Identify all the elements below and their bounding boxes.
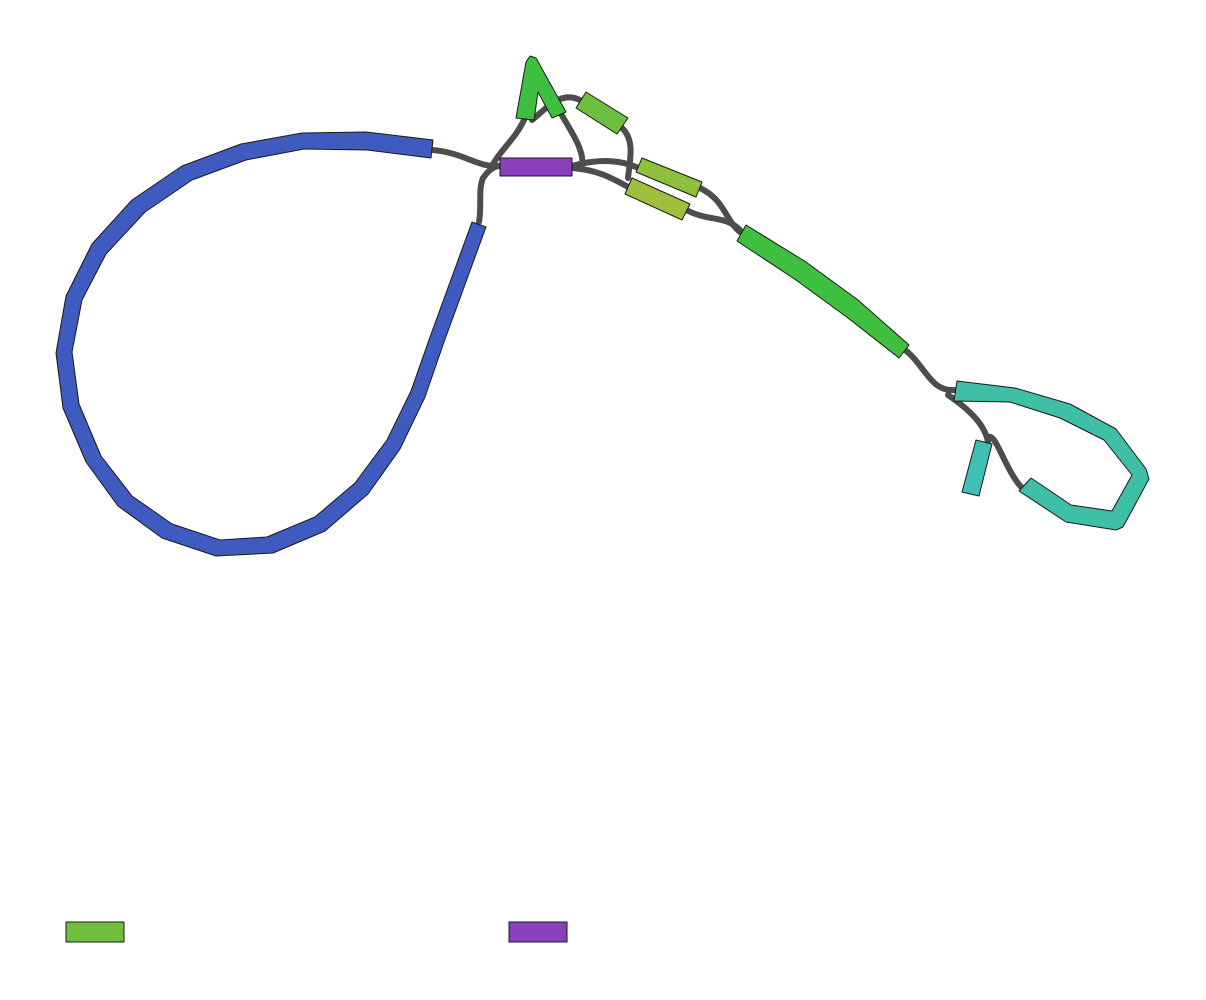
- links: [430, 94, 1025, 491]
- segment-lime: [575, 91, 629, 135]
- segment-teal-loop: [953, 380, 1150, 531]
- segments: [55, 55, 1150, 557]
- legend: [65, 921, 568, 943]
- link-green-to-teal: [902, 347, 958, 394]
- link-blue-to-junction: [476, 163, 503, 225]
- link-lime-down: [619, 125, 634, 181]
- link-purple-to-yellowgreen: [569, 165, 633, 191]
- link-purple-to-peak: [489, 115, 528, 169]
- segment-yellowgreen: [624, 177, 691, 221]
- legend-swatch-purple: [508, 921, 568, 943]
- segment-blue-loop: [55, 131, 487, 557]
- link-cyan-to-teal-end: [985, 434, 1025, 491]
- legend-swatch-lime: [65, 921, 125, 943]
- segment-green-long: [736, 224, 910, 359]
- link-yellowgreen-to-green: [683, 207, 743, 233]
- link-purple-to-olive: [569, 158, 645, 173]
- segment-green-peak: [515, 55, 567, 121]
- segment-cyan: [961, 439, 993, 497]
- segment-olive: [635, 157, 703, 198]
- segment-purple: [499, 157, 573, 177]
- link-teal-to-cyan: [945, 392, 991, 445]
